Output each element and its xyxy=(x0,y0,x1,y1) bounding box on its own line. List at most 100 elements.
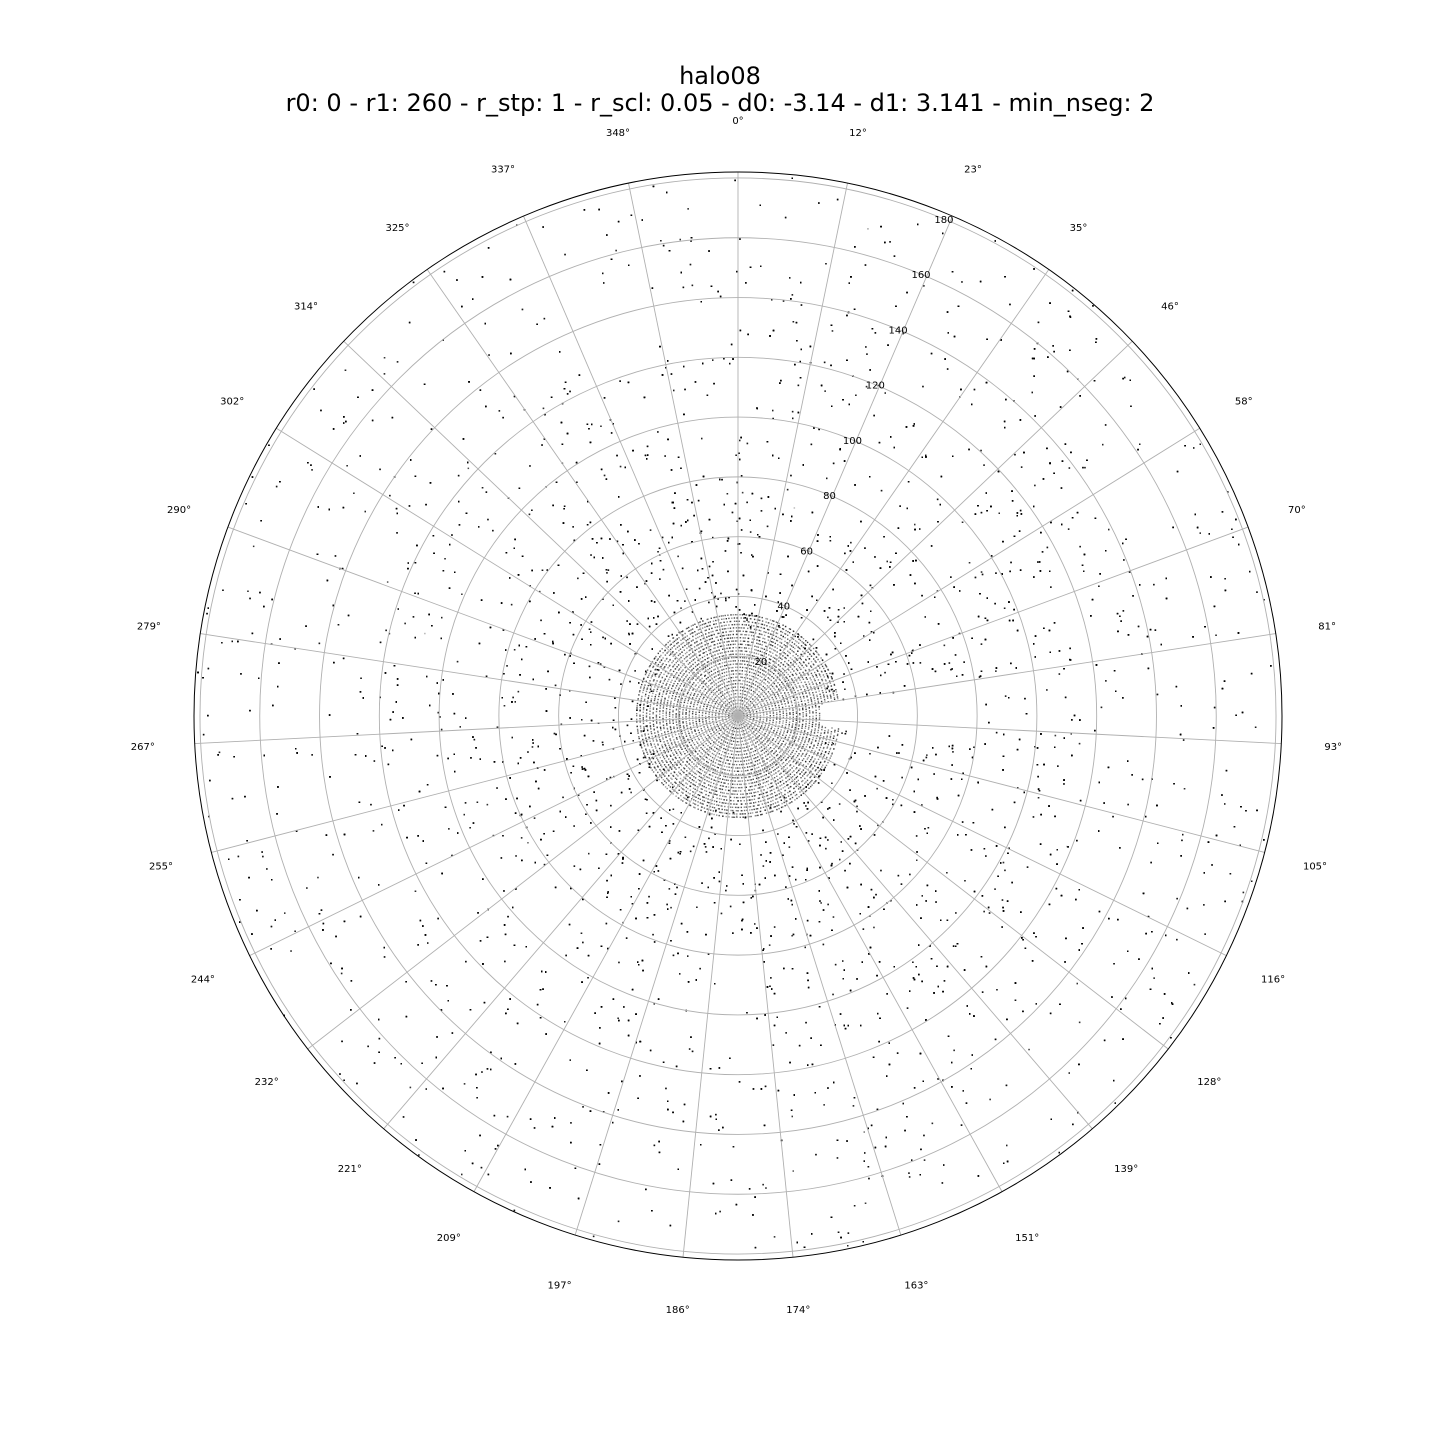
scatter-point xyxy=(765,642,767,644)
scatter-point xyxy=(689,736,692,738)
scatter-point xyxy=(719,680,721,683)
scatter-point xyxy=(1001,899,1004,901)
scatter-point xyxy=(935,901,937,903)
scatter-point xyxy=(751,785,753,788)
scatter-point xyxy=(671,743,673,746)
scatter-point xyxy=(789,798,791,800)
scatter-point xyxy=(668,715,671,717)
scatter-point xyxy=(769,715,771,717)
scatter-point xyxy=(664,678,666,680)
scatter-point xyxy=(682,654,684,657)
scatter-point xyxy=(1034,656,1036,658)
scatter-point xyxy=(702,739,705,741)
scatter-point xyxy=(758,777,760,779)
scatter-point xyxy=(645,680,647,682)
scatter-point xyxy=(655,694,657,696)
scatter-point xyxy=(750,779,753,781)
scatter-point xyxy=(656,680,658,682)
scatter-point xyxy=(699,658,702,660)
scatter-point xyxy=(762,740,765,742)
scatter-point xyxy=(669,644,671,646)
scatter-point xyxy=(638,694,640,696)
scatter-point xyxy=(702,648,704,651)
scatter-point xyxy=(699,772,701,774)
scatter-point xyxy=(732,653,734,655)
scatter-point xyxy=(820,772,823,775)
scatter-point xyxy=(699,798,701,800)
scatter-point xyxy=(804,727,807,729)
scatter-point xyxy=(745,776,747,779)
scatter-point xyxy=(782,710,784,712)
scatter-point xyxy=(751,799,753,801)
scatter-point xyxy=(785,742,787,744)
scatter-point xyxy=(701,627,704,629)
scatter-point xyxy=(686,770,688,772)
scatter-point xyxy=(721,802,723,804)
scatter-point xyxy=(734,637,736,639)
scatter-point xyxy=(660,654,662,657)
scatter-point xyxy=(631,700,634,703)
scatter-point xyxy=(718,710,721,712)
scatter-point xyxy=(819,734,822,737)
scatter-point xyxy=(694,700,696,702)
scatter-point xyxy=(675,709,678,711)
scatter-point xyxy=(682,770,684,773)
scatter-point xyxy=(758,616,760,618)
scatter-point xyxy=(762,768,764,770)
scatter-point xyxy=(675,648,677,650)
scatter-point xyxy=(761,736,763,739)
scatter-point xyxy=(693,694,695,697)
scatter-point xyxy=(700,809,702,811)
scatter-point xyxy=(752,736,754,738)
scatter-point xyxy=(783,684,785,687)
scatter-point xyxy=(630,214,633,216)
scatter-point xyxy=(764,743,766,745)
scatter-point xyxy=(760,633,762,635)
scatter-point xyxy=(705,647,708,649)
scatter-point xyxy=(794,799,796,801)
scatter-point xyxy=(675,657,677,659)
scatter-point xyxy=(747,742,749,744)
scatter-point xyxy=(659,707,661,709)
scatter-point xyxy=(785,719,788,721)
scatter-point xyxy=(770,771,772,773)
scatter-point xyxy=(747,812,750,815)
scatter-point xyxy=(757,671,760,673)
scatter-point xyxy=(812,692,814,694)
scatter-point xyxy=(715,743,717,745)
scatter-point xyxy=(659,650,661,652)
scatter-point xyxy=(639,725,642,727)
scatter-point xyxy=(715,717,717,719)
scatter-point xyxy=(716,783,718,786)
scatter-point xyxy=(701,677,703,680)
scatter-point xyxy=(688,753,691,755)
scatter-point xyxy=(824,670,826,673)
scatter-point xyxy=(805,706,807,708)
scatter-point xyxy=(793,770,795,772)
scatter-point xyxy=(682,800,684,802)
scatter-point xyxy=(767,740,769,742)
scatter-point xyxy=(827,731,829,733)
scatter-point xyxy=(732,686,735,689)
scatter-point xyxy=(713,623,716,625)
scatter-point xyxy=(726,738,728,740)
scatter-point xyxy=(741,700,744,702)
scatter-point xyxy=(678,735,681,738)
scatter-point xyxy=(689,777,691,779)
scatter-point xyxy=(735,696,737,698)
scatter-point xyxy=(709,730,711,733)
scatter-point xyxy=(724,795,726,798)
scatter-point xyxy=(659,681,661,683)
scatter-point xyxy=(697,808,699,810)
scatter-point xyxy=(787,655,789,657)
scatter-point xyxy=(764,641,766,644)
scatter-point xyxy=(757,756,759,758)
scatter-point xyxy=(759,727,762,729)
scatter-point xyxy=(706,804,708,807)
scatter-point xyxy=(723,671,726,674)
scatter-point xyxy=(690,750,692,752)
scatter-point xyxy=(648,757,651,760)
scatter-point xyxy=(684,652,687,655)
scatter-point xyxy=(781,758,783,761)
scatter-point xyxy=(665,710,668,712)
